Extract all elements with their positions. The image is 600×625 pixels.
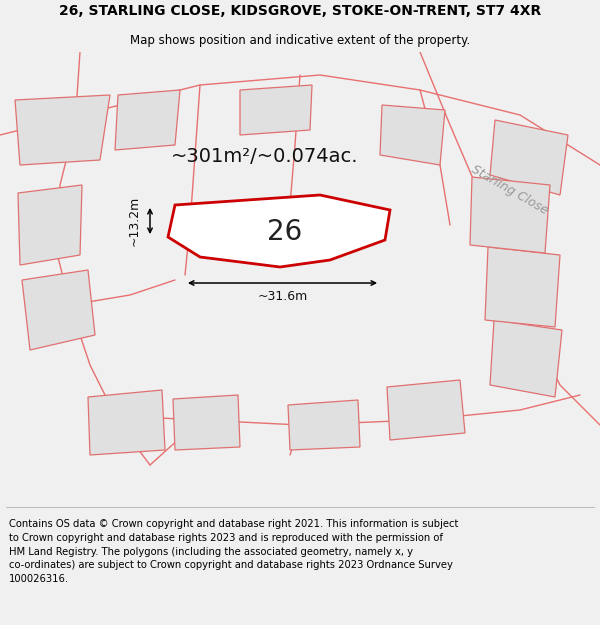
Polygon shape [115,90,180,150]
Polygon shape [18,185,82,265]
Polygon shape [168,195,390,267]
Text: ~301m²/~0.074ac.: ~301m²/~0.074ac. [171,148,359,166]
Text: ~13.2m: ~13.2m [128,196,140,246]
Polygon shape [288,400,360,450]
Polygon shape [490,120,568,195]
Polygon shape [380,105,445,165]
Text: Map shows position and indicative extent of the property.: Map shows position and indicative extent… [130,34,470,47]
Polygon shape [240,85,312,135]
Polygon shape [88,390,165,455]
Text: Starling Close: Starling Close [469,162,551,217]
Text: 26, STARLING CLOSE, KIDSGROVE, STOKE-ON-TRENT, ST7 4XR: 26, STARLING CLOSE, KIDSGROVE, STOKE-ON-… [59,4,541,19]
Polygon shape [173,395,240,450]
Polygon shape [485,247,560,327]
Polygon shape [387,380,465,440]
Text: 26: 26 [268,218,302,246]
Polygon shape [490,320,562,397]
Text: ~31.6m: ~31.6m [257,291,308,304]
Polygon shape [22,270,95,350]
Polygon shape [470,177,550,253]
Text: Contains OS data © Crown copyright and database right 2021. This information is : Contains OS data © Crown copyright and d… [9,519,458,584]
Polygon shape [15,95,110,165]
